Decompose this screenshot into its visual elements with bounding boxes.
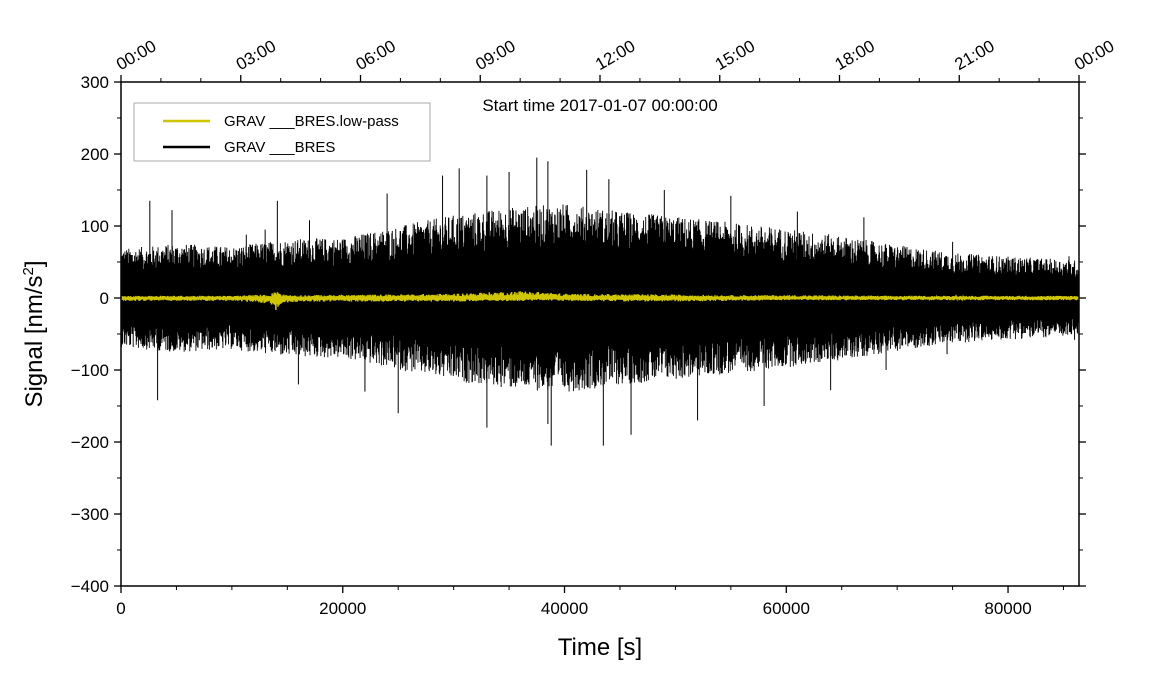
y-axis-title-tail: ]	[21, 260, 48, 267]
top-tick-label: 18:00	[832, 36, 878, 74]
y-axis: −400 −300 −200 −100 0 100 200 300	[71, 73, 1086, 596]
y-tick-label: 200	[81, 145, 109, 164]
y-tick-label: −300	[71, 505, 109, 524]
y-tick-label: 0	[100, 289, 109, 308]
y-tick-label: 300	[81, 73, 109, 92]
x-tick-label: 20000	[319, 599, 366, 618]
y-axis-title-superscript: 2	[20, 267, 37, 275]
top-tick-label: 03:00	[233, 36, 279, 74]
x-tick-label: 60000	[763, 599, 810, 618]
top-tick-label: 06:00	[353, 36, 399, 74]
y-tick-label: −400	[71, 577, 109, 596]
series-lowpass-line	[121, 291, 1079, 310]
x-tick-label: 0	[116, 599, 125, 618]
y-tick-label: −100	[71, 361, 109, 380]
y-tick-label: 100	[81, 217, 109, 236]
x-tick-label: 40000	[541, 599, 588, 618]
x-axis: 0 20000 40000 60000 80000	[116, 586, 1064, 618]
legend-label-lowpass: GRAV ___BRES.low-pass	[224, 113, 399, 130]
x-tick-label: 80000	[984, 599, 1031, 618]
top-tick-label: 09:00	[472, 36, 518, 74]
legend-box	[133, 102, 431, 162]
top-tick-label: 15:00	[712, 36, 758, 74]
legend: GRAV ___BRES.low-pass GRAV ___BRES	[133, 102, 431, 162]
top-tick-label: 12:00	[592, 36, 638, 74]
top-tick-label: 00:00	[113, 36, 159, 74]
signal-layer	[121, 157, 1079, 446]
y-tick-label: −200	[71, 433, 109, 452]
top-tick-label: 21:00	[951, 36, 997, 74]
y-axis-title: Signal [nm/s2]	[20, 260, 48, 407]
y-axis-title-main: Signal [nm/s	[21, 275, 48, 407]
top-time-axis: 00:00 03:00 06:00 09:00 12:00 15:00 18:00 21:00…	[113, 36, 1117, 82]
top-tick-label: 00:00	[1071, 36, 1117, 74]
legend-label-raw: GRAV ___BRES	[224, 139, 335, 156]
start-time-annotation: Start time 2017-01-07 00:00:00	[482, 96, 717, 115]
x-axis-title: Time [s]	[558, 634, 642, 661]
